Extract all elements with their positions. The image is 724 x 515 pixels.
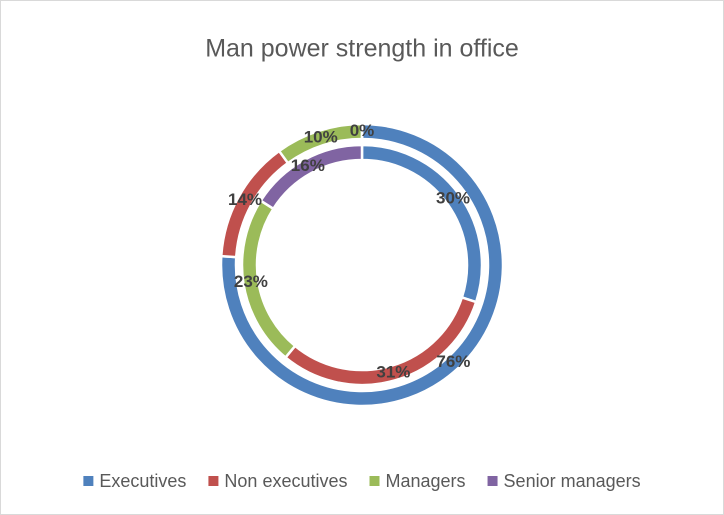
legend-marker [208, 476, 219, 486]
data-label: 10% [304, 128, 338, 147]
legend-label: Managers [386, 471, 466, 491]
data-label: 76% [436, 352, 470, 371]
doughnut-segment [258, 143, 364, 211]
data-label: 31% [376, 363, 410, 382]
legend-marker [83, 476, 94, 486]
legend-marker [369, 476, 380, 486]
legend-label: Executives [99, 471, 186, 491]
data-label: 30% [436, 188, 470, 207]
chart-title: Man power strength in office [205, 35, 519, 63]
data-label: 0% [350, 121, 375, 140]
data-label: 16% [291, 156, 325, 175]
legend-marker [487, 476, 498, 486]
legend-label: Non executives [224, 471, 347, 491]
data-label: 14% [228, 190, 262, 209]
legend-label: Senior managers [504, 471, 641, 491]
data-label: 23% [234, 272, 268, 291]
